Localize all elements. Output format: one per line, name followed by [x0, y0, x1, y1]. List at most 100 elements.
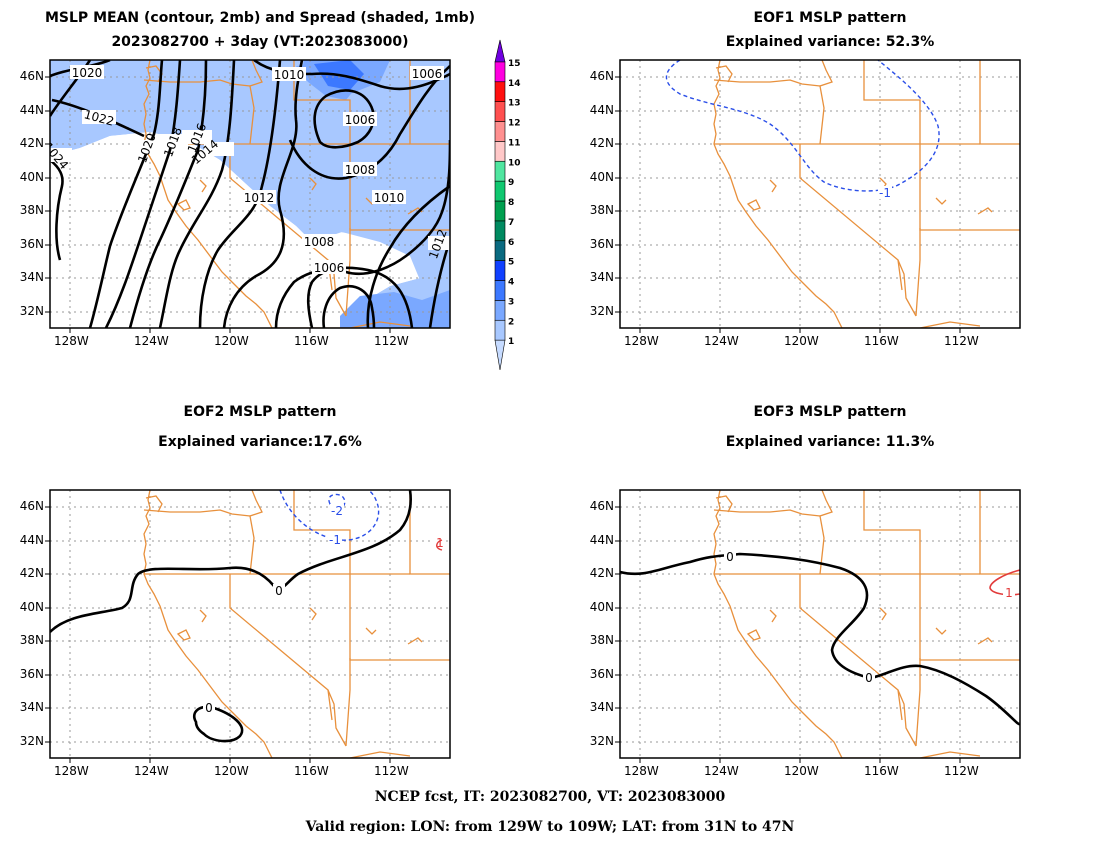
- lat-tick-label: 36N: [19, 237, 44, 251]
- eof2-contour-label: 0: [205, 701, 213, 715]
- colorbar-swatch: [494, 280, 506, 301]
- colorbar-label: 11: [508, 138, 521, 148]
- lon-tick-label: 116W: [864, 764, 899, 778]
- lon-tick-label: 116W: [864, 334, 899, 348]
- colorbar-label: 6: [508, 238, 514, 248]
- lat-tick-label: 44N: [19, 103, 44, 117]
- lat-tick-label: 44N: [19, 533, 44, 547]
- isobar-labels: 1020 1022 1024 1020 1018 1016 1014 1010 …: [50, 65, 450, 275]
- colorbar-label: 4: [508, 278, 514, 288]
- lat-tick-label: 34N: [589, 700, 614, 714]
- footer-line1: NCEP fcst, IT: 2023082700, VT: 202308300…: [374, 789, 726, 805]
- lat-tick-label: 34N: [589, 270, 614, 284]
- eof1-negative-contour: [665, 60, 940, 192]
- eof1-contour-label: -1: [879, 186, 891, 200]
- colorbar-label: 3: [508, 297, 514, 307]
- contour-label: 1008: [345, 163, 376, 177]
- colorbar-swatch: [494, 300, 506, 321]
- lon-tick-label: 116W: [294, 334, 329, 348]
- lat-tick-label: 32N: [589, 734, 614, 748]
- lat-tick-label: 46N: [19, 499, 44, 513]
- lat-tick-label: 42N: [589, 136, 614, 150]
- panel3-title-line2: Explained variance:17.6%: [158, 434, 362, 450]
- panel2-map: -1: [619, 59, 1021, 329]
- lon-tick-label: 116W: [294, 764, 329, 778]
- lat-tick-label: 38N: [589, 203, 614, 217]
- lon-tick-label: 120W: [214, 334, 249, 348]
- lat-tick-label: 40N: [589, 600, 614, 614]
- lon-tick-label: 124W: [704, 764, 739, 778]
- eof2-contour-label: 0: [275, 584, 283, 598]
- panel4-title-line1: EOF3 MSLP pattern: [753, 404, 907, 420]
- lon-tick-label: 128W: [54, 334, 89, 348]
- lat-tick-label: 40N: [19, 170, 44, 184]
- eof2-negative-contour-1: [279, 490, 380, 541]
- colorbar-label: 1: [508, 337, 514, 347]
- eof3-contour-label: 1: [1005, 586, 1013, 600]
- contour-label: 1006: [314, 261, 345, 275]
- colorbar-label: 10: [508, 158, 521, 168]
- lon-tick-label: 128W: [624, 334, 659, 348]
- colorbar-swatch: [494, 101, 506, 122]
- lon-tick-label: 124W: [134, 334, 169, 348]
- lat-tick-label: 32N: [19, 734, 44, 748]
- panel1-title-line1: MSLP MEAN (contour, 2mb) and Spread (sha…: [45, 10, 475, 26]
- panel4-title-line2: Explained variance: 11.3%: [725, 434, 935, 450]
- panel3-title-line1: EOF2 MSLP pattern: [183, 404, 337, 420]
- lat-tick-label: 32N: [19, 304, 44, 318]
- lon-tick-label: 112W: [944, 334, 979, 348]
- colorbar-label: 8: [508, 198, 514, 208]
- colorbar-swatch: [494, 180, 506, 202]
- colorbar-swatch: [494, 121, 506, 142]
- colorbar-swatch: [494, 81, 506, 102]
- lon-tick-label: 128W: [54, 764, 89, 778]
- colorbar-swatch: [494, 141, 506, 162]
- contour-label: 1012: [244, 191, 275, 205]
- colorbar-label: 12: [508, 119, 521, 129]
- colorbar-swatch: [494, 61, 506, 83]
- spread-shade-right: [270, 156, 450, 328]
- lat-tick-label: 36N: [19, 667, 44, 681]
- lon-tick-label: 120W: [784, 334, 819, 348]
- colorbar-label: 7: [508, 218, 514, 228]
- eof3-contour-label: 0: [865, 671, 873, 685]
- colorbar-label: 14: [508, 79, 521, 89]
- panel2-frame: [619, 59, 1021, 329]
- colorbar-swatch: [494, 39, 506, 63]
- eof2-contour-label: -1: [329, 533, 341, 547]
- lon-tick-label: 124W: [704, 334, 739, 348]
- panel2-title-line1: EOF1 MSLP pattern: [753, 10, 907, 26]
- colorbar-label: 13: [508, 99, 521, 109]
- eof2-zero-contour-south: [193, 705, 244, 743]
- contour-label: 1010: [274, 68, 305, 82]
- colorbar-swatch: [494, 220, 506, 242]
- lat-tick-label: 44N: [589, 103, 614, 117]
- contour-label: 1006: [345, 113, 376, 127]
- colorbar-swatch: [494, 200, 506, 222]
- panel4-frame: [619, 489, 1021, 759]
- contour-label: 1010: [374, 191, 405, 205]
- footer-line2: Valid region: LON: from 129W to 109W; LA…: [305, 819, 795, 835]
- colorbar-label: 5: [508, 258, 514, 268]
- eof3-zero-contour: [620, 552, 1020, 726]
- lat-tick-label: 46N: [19, 69, 44, 83]
- lat-tick-label: 38N: [19, 203, 44, 217]
- colorbar-label: 9: [508, 178, 514, 188]
- lon-tick-label: 112W: [944, 764, 979, 778]
- lat-tick-label: 42N: [589, 566, 614, 580]
- panel3-frame: [49, 489, 451, 759]
- lat-tick-label: 46N: [589, 69, 614, 83]
- lat-tick-label: 46N: [589, 499, 614, 513]
- lat-tick-label: 32N: [589, 304, 614, 318]
- panel4-map: 0 0 1: [619, 489, 1021, 759]
- colorbar-swatch: [494, 319, 506, 341]
- colorbar-swatch: [494, 240, 506, 261]
- colorbar-swatch: [494, 260, 506, 281]
- lon-tick-label: 120W: [214, 764, 249, 778]
- lat-tick-label: 34N: [19, 700, 44, 714]
- colorbar-swatch: [494, 339, 506, 371]
- colorbar-swatch: [494, 160, 506, 182]
- contour-label: 1006: [412, 67, 443, 81]
- lat-tick-label: 38N: [589, 633, 614, 647]
